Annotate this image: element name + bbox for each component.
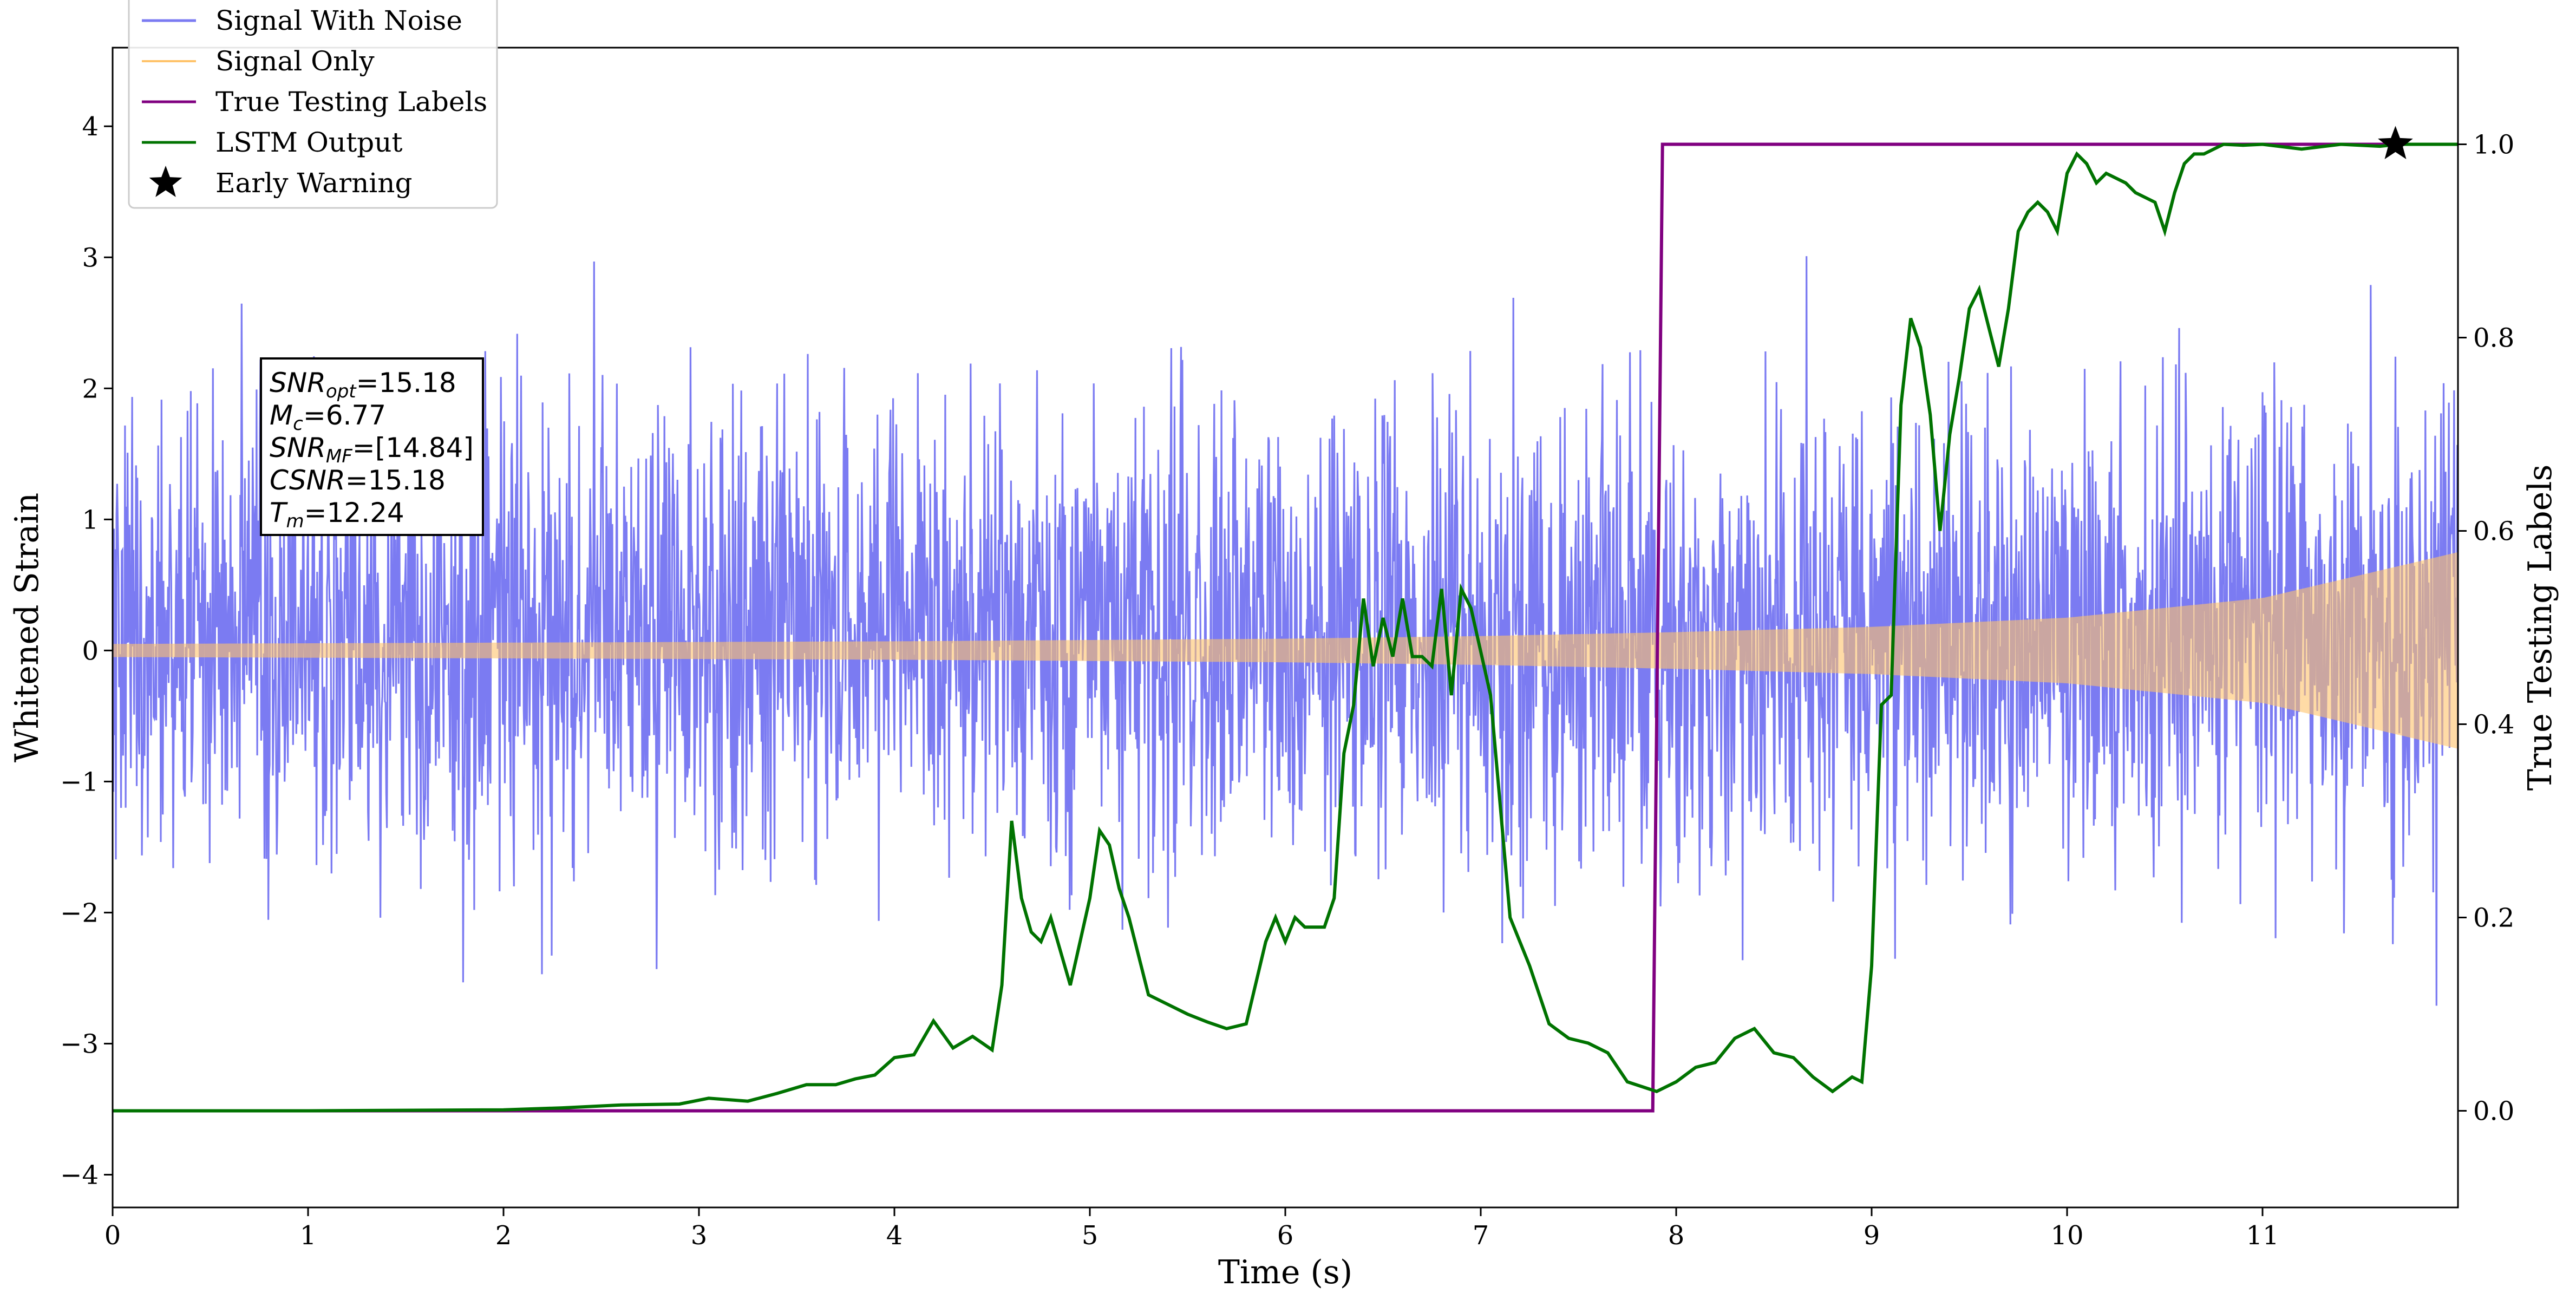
legend-label: Signal With Noise [215,5,462,36]
info-value: =15.18 [345,465,446,496]
y-tick-label: −4 [60,1160,99,1190]
info-subscript: MF [326,446,352,467]
info-symbol: SNR [270,367,326,399]
x-tick-label: 6 [1277,1220,1294,1251]
y2-tick-label: 1.0 [2473,130,2514,160]
x-axis-ticks: 0 1 2 3 4 5 6 7 8 9 10 11 [104,1207,2279,1251]
y2-tick-label: 0.2 [2473,903,2514,933]
y-tick-label: 3 [82,243,99,273]
legend-label: True Testing Labels [215,86,487,117]
legend-marker-early-warning [149,166,182,197]
legend-label: Signal Only [215,45,375,77]
y2-tick-label: 0.8 [2473,323,2514,354]
info-value: =[14.84] [352,432,474,463]
y-axis-label: Whitened Strain [8,493,46,762]
x-axis-label: Time (s) [1218,1253,1352,1291]
legend-frame [128,0,498,209]
early-warning-star [2378,126,2413,159]
info-line: SNRMF=[14.84] [270,432,474,467]
info-line: SNRopt=15.18 [270,367,456,402]
early-warning-markers [2378,126,2413,159]
info-symbol: M [270,400,293,431]
y-axis-ticks: −4 −3 −2 −1 0 1 2 3 4 [60,112,113,1190]
series-lstm-output [113,142,2458,1113]
parameter-info-box: SNRopt=15.18Mc=6.77SNRMF=[14.84]CSNR=15.… [260,357,484,536]
x-tick-label: 11 [2246,1220,2279,1251]
x-tick-label: 2 [495,1220,512,1251]
info-symbol: T [270,497,288,528]
info-line: Tm=12.24 [270,497,404,532]
legend: Signal With Noise Signal Only True Testing… [128,0,498,209]
info-symbol: SNR [270,432,326,463]
x-tick-label: 4 [886,1220,903,1251]
y-tick-label: −2 [60,898,99,928]
x-tick-label: 3 [691,1220,708,1251]
y2-axis-label: True Testing Labels [2521,465,2559,791]
info-subscript: opt [326,381,357,402]
legend-label: LSTM Output [215,127,402,158]
y2-tick-label: 0.0 [2473,1096,2514,1127]
series-true-testing-labels [113,142,2458,1113]
legend-label: Early Warning [215,167,413,199]
y-tick-label: −1 [60,767,99,797]
y-tick-label: −3 [60,1029,99,1059]
info-line: Mc=6.77 [270,400,386,435]
info-box-frame [260,357,484,536]
x-tick-label: 0 [104,1220,121,1251]
y-tick-label: 1 [82,505,99,535]
x-tick-label: 9 [1864,1220,1880,1251]
info-subscript: c [293,413,303,435]
info-symbol: CSNR [270,465,345,496]
y2-axis-ticks: 0.0 0.2 0.4 0.6 0.8 1.0 [2458,130,2514,1127]
y2-tick-label: 0.6 [2473,517,2514,547]
series-signal-only [113,552,2458,749]
info-line: CSNR=15.18 [270,465,446,496]
info-value: =12.24 [304,497,404,528]
info-value: =15.18 [356,367,456,399]
y-tick-label: 2 [82,374,99,404]
x-tick-label: 10 [2050,1220,2083,1251]
y-tick-label: 4 [82,112,99,142]
info-value: =6.77 [303,400,386,431]
plot-area [113,126,2458,1113]
info-subscript: m [286,511,304,532]
x-tick-label: 8 [1668,1220,1685,1251]
y2-tick-label: 0.4 [2473,710,2514,740]
y-tick-label: 0 [82,636,99,666]
x-tick-label: 5 [1082,1220,1099,1251]
x-tick-label: 1 [300,1220,317,1251]
x-tick-label: 7 [1473,1220,1489,1251]
